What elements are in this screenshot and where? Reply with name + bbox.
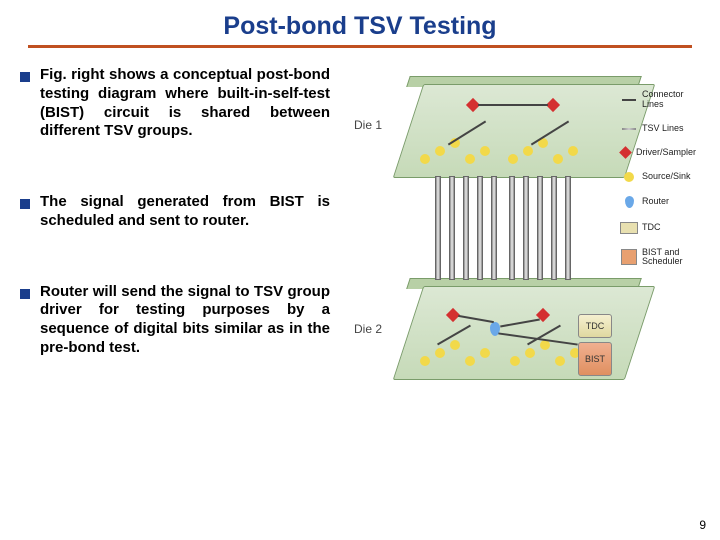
bist-icon [620,249,638,265]
list-item: The signal generated from BIST is schedu… [20,193,330,231]
die2-label: Die 2 [354,322,382,336]
tsv-line [523,176,529,280]
legend-label: BIST and Scheduler [642,248,696,268]
source-sink-icon [480,146,490,156]
die1 [393,84,656,178]
tsv-line [537,176,543,280]
legend-item-driver: Driver/Sampler [620,148,696,158]
list-item: Router will send the signal to TSV group… [20,283,330,358]
legend-label: Source/Sink [642,172,696,182]
page-title: Post-bond TSV Testing [0,0,720,45]
tsv-line [551,176,557,280]
bullet-column: Fig. right shows a conceptual post-bond … [20,66,340,446]
bullet-icon [20,199,30,209]
tsv-line [463,176,469,280]
router-icon [620,196,638,208]
tsv-line [477,176,483,280]
die2 [393,286,656,380]
legend-label: TDC [642,223,696,233]
tsv-line-icon [620,128,638,130]
legend-item-bist: BIST and Scheduler [620,248,696,268]
legend-label: TSV Lines [642,124,696,134]
legend-item-router: Router [620,196,696,208]
source-sink-icon [465,356,475,366]
source-sink-icon [435,146,445,156]
driver-sampler-icon [620,148,632,157]
tsv-diagram: Die 1 Die 2 [350,66,690,446]
source-sink-icon [620,172,638,182]
legend-item-tsv: TSV Lines [620,124,696,134]
source-sink-icon [420,154,430,164]
legend-item-connector: Connector Lines [620,90,696,110]
source-sink-icon [523,146,533,156]
source-sink-icon [508,154,518,164]
source-sink-icon [525,348,535,358]
source-sink-icon [465,154,475,164]
bullet-text: Fig. right shows a conceptual post-bond … [40,66,330,141]
tsv-line [449,176,455,280]
content-row: Fig. right shows a conceptual post-bond … [0,66,720,446]
bullet-icon [20,289,30,299]
title-rule [28,45,692,48]
tsv-line [435,176,441,280]
tdc-icon [620,222,638,234]
bullet-text: The signal generated from BIST is schedu… [40,193,330,231]
source-sink-icon [480,348,490,358]
bist-box: BIST [578,342,612,376]
tsv-line [509,176,515,280]
die1-label: Die 1 [354,118,382,132]
source-sink-icon [510,356,520,366]
source-sink-icon [435,348,445,358]
source-sink-icon [568,146,578,156]
source-sink-icon [450,340,460,350]
legend-item-tdc: TDC [620,222,696,234]
diagram-column: Die 1 Die 2 [340,66,700,446]
tdc-box: TDC [578,314,612,338]
legend-item-source: Source/Sink [620,172,696,182]
connector-line-icon [620,99,638,101]
connector-line [478,104,548,106]
source-sink-icon [553,154,563,164]
tsv-line [491,176,497,280]
tsv-line [565,176,571,280]
bullet-icon [20,72,30,82]
source-sink-icon [420,356,430,366]
bullet-text: Router will send the signal to TSV group… [40,283,330,358]
legend-label: Connector Lines [642,90,696,110]
source-sink-icon [555,356,565,366]
legend-label: Driver/Sampler [636,148,696,158]
page-number: 9 [699,518,706,532]
legend-label: Router [642,197,696,207]
list-item: Fig. right shows a conceptual post-bond … [20,66,330,141]
legend: Connector Lines TSV Lines Driver/Sampler… [620,90,696,267]
